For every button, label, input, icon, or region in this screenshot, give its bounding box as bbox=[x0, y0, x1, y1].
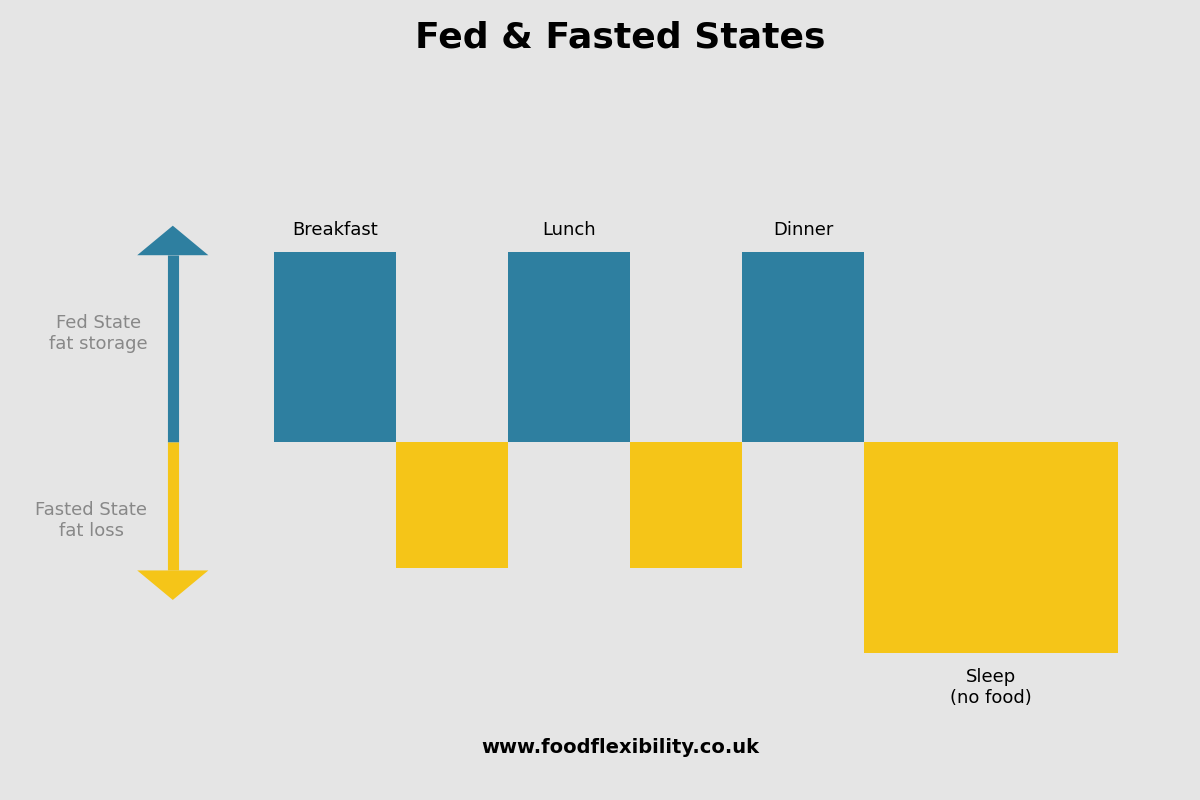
Text: Breakfast: Breakfast bbox=[293, 222, 378, 239]
Bar bbox=[630, 442, 742, 568]
Bar bbox=[742, 252, 864, 442]
Bar bbox=[509, 252, 630, 442]
Text: Lunch: Lunch bbox=[542, 222, 596, 239]
Text: Dinner: Dinner bbox=[773, 222, 833, 239]
Bar bbox=[396, 442, 509, 568]
Text: Sleep
(no food): Sleep (no food) bbox=[950, 669, 1032, 707]
Text: Fasted State
fat loss: Fasted State fat loss bbox=[35, 502, 148, 540]
Polygon shape bbox=[137, 226, 209, 255]
Text: Fed State
fat storage: Fed State fat storage bbox=[49, 314, 148, 353]
Title: Fed & Fasted States: Fed & Fasted States bbox=[415, 21, 826, 55]
Text: www.foodflexibility.co.uk: www.foodflexibility.co.uk bbox=[481, 738, 760, 757]
Polygon shape bbox=[137, 570, 209, 600]
Bar bbox=[864, 442, 1118, 653]
Bar bbox=[275, 252, 396, 442]
